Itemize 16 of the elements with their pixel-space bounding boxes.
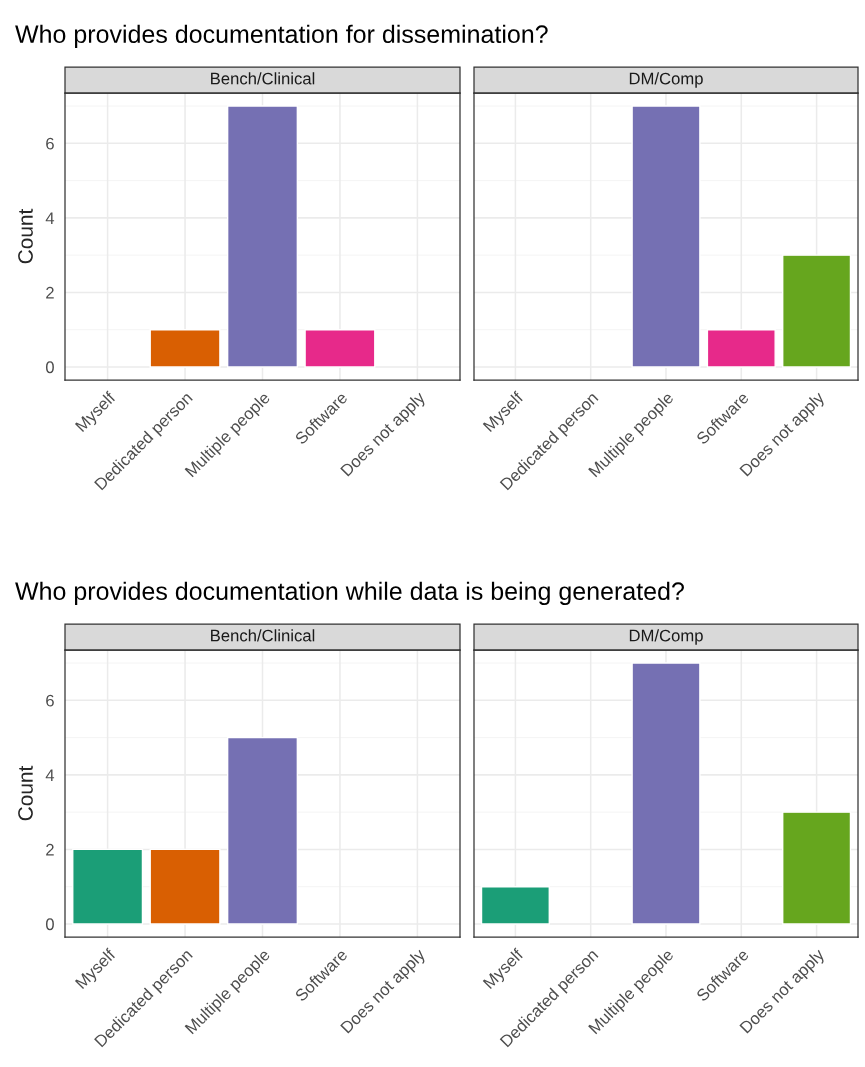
y-tick-label: 2 xyxy=(46,286,54,299)
chart-subtitle: Bench/Clinical xyxy=(211,72,315,85)
y-tick-label: 0 xyxy=(45,918,54,931)
chart-subtitle: DM/Comp xyxy=(629,629,703,645)
y-tick-label: 4 xyxy=(45,769,55,781)
y-tick-label: 0 xyxy=(45,361,54,374)
y-axis-title: Count xyxy=(18,765,33,821)
y-tick-label: 4 xyxy=(45,212,55,224)
chart-subtitle: Bench/Clinical xyxy=(211,629,315,642)
chart-title: Who provides documentation while data is being generated? xyxy=(15,581,684,605)
y-tick-label: 6 xyxy=(46,137,54,150)
y-axis-title: Count xyxy=(18,208,33,264)
y-tick-label: 6 xyxy=(46,694,54,707)
chart-subtitle: DM/Comp xyxy=(629,72,703,88)
y-tick-label: 2 xyxy=(46,843,54,856)
chart-title: Who provides documentation for dissemination? xyxy=(15,24,548,48)
